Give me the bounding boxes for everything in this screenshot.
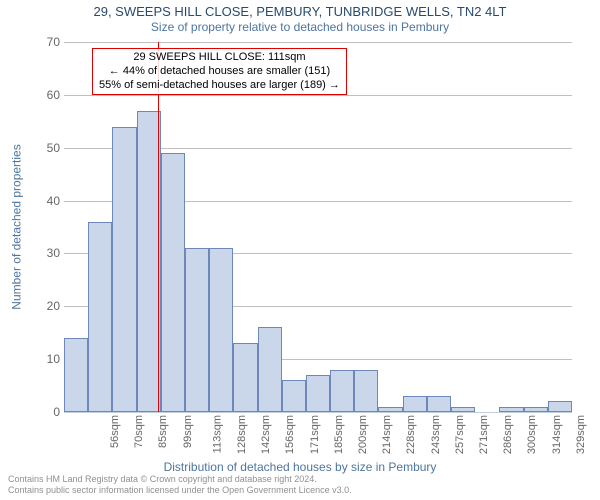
bar bbox=[524, 407, 548, 412]
bar bbox=[306, 375, 330, 412]
x-tick-label: 70sqm bbox=[133, 415, 145, 448]
bar bbox=[64, 338, 88, 412]
x-tick-label: 314sqm bbox=[551, 415, 563, 454]
annotation-line2: ← 44% of detached houses are smaller (15… bbox=[99, 65, 340, 79]
x-tick-label: 257sqm bbox=[454, 415, 466, 454]
credits-line2: Contains public sector information licen… bbox=[8, 485, 352, 496]
x-tick-label: 214sqm bbox=[381, 415, 393, 454]
x-tick-label: 200sqm bbox=[357, 415, 369, 454]
bar bbox=[258, 327, 282, 412]
x-tick-label: 56sqm bbox=[109, 415, 121, 448]
bar bbox=[282, 380, 306, 412]
y-axis-title: Number of detached properties bbox=[10, 42, 24, 412]
grid-line bbox=[64, 412, 572, 413]
annotation-line3: 55% of semi-detached houses are larger (… bbox=[99, 79, 340, 93]
x-tick-label: 286sqm bbox=[502, 415, 514, 454]
bar bbox=[427, 396, 451, 412]
x-tick-label: 142sqm bbox=[260, 415, 272, 454]
bar bbox=[185, 248, 209, 412]
bar bbox=[330, 370, 354, 412]
bar bbox=[161, 153, 185, 412]
marker-line bbox=[158, 42, 159, 412]
credits: Contains HM Land Registry data © Crown c… bbox=[8, 474, 352, 496]
bar bbox=[233, 343, 257, 412]
bar bbox=[548, 401, 572, 412]
chart-title: 29, SWEEPS HILL CLOSE, PEMBURY, TUNBRIDG… bbox=[0, 4, 600, 19]
bar bbox=[88, 222, 112, 412]
y-tick-label: 0 bbox=[30, 406, 60, 418]
bar bbox=[499, 407, 523, 412]
y-tick-label: 10 bbox=[30, 353, 60, 365]
x-tick-label: 300sqm bbox=[526, 415, 538, 454]
y-tick-label: 30 bbox=[30, 247, 60, 259]
annotation-line1: 29 SWEEPS HILL CLOSE: 111sqm bbox=[99, 51, 340, 65]
x-tick-label: 243sqm bbox=[430, 415, 442, 454]
chart-container: 29, SWEEPS HILL CLOSE, PEMBURY, TUNBRIDG… bbox=[0, 0, 600, 500]
bar bbox=[112, 127, 136, 412]
x-tick-label: 171sqm bbox=[309, 415, 321, 454]
y-tick-label: 20 bbox=[30, 300, 60, 312]
bars-group bbox=[64, 42, 572, 412]
y-tick-label: 40 bbox=[30, 195, 60, 207]
bar bbox=[354, 370, 378, 412]
y-tick-label: 60 bbox=[30, 89, 60, 101]
x-tick-label: 185sqm bbox=[333, 415, 345, 454]
bar bbox=[451, 407, 475, 412]
x-tick-label: 128sqm bbox=[236, 415, 248, 454]
annotation-box: 29 SWEEPS HILL CLOSE: 111sqm ← 44% of de… bbox=[92, 48, 347, 95]
x-tick-label: 156sqm bbox=[285, 415, 297, 454]
bar bbox=[378, 407, 402, 412]
plot-area bbox=[64, 42, 572, 412]
x-tick-label: 271sqm bbox=[478, 415, 490, 454]
chart-subtitle: Size of property relative to detached ho… bbox=[0, 20, 600, 34]
credits-line1: Contains HM Land Registry data © Crown c… bbox=[8, 474, 352, 485]
x-axis-title: Distribution of detached houses by size … bbox=[0, 460, 600, 474]
x-tick-label: 113sqm bbox=[211, 415, 223, 453]
x-tick-label: 99sqm bbox=[182, 415, 194, 448]
y-tick-label: 70 bbox=[30, 36, 60, 48]
x-tick-label: 85sqm bbox=[158, 415, 170, 448]
x-tick-label: 329sqm bbox=[575, 415, 587, 454]
x-tick-label: 228sqm bbox=[406, 415, 418, 454]
bar bbox=[403, 396, 427, 412]
y-tick-label: 50 bbox=[30, 142, 60, 154]
bar bbox=[137, 111, 161, 412]
bar bbox=[209, 248, 233, 412]
